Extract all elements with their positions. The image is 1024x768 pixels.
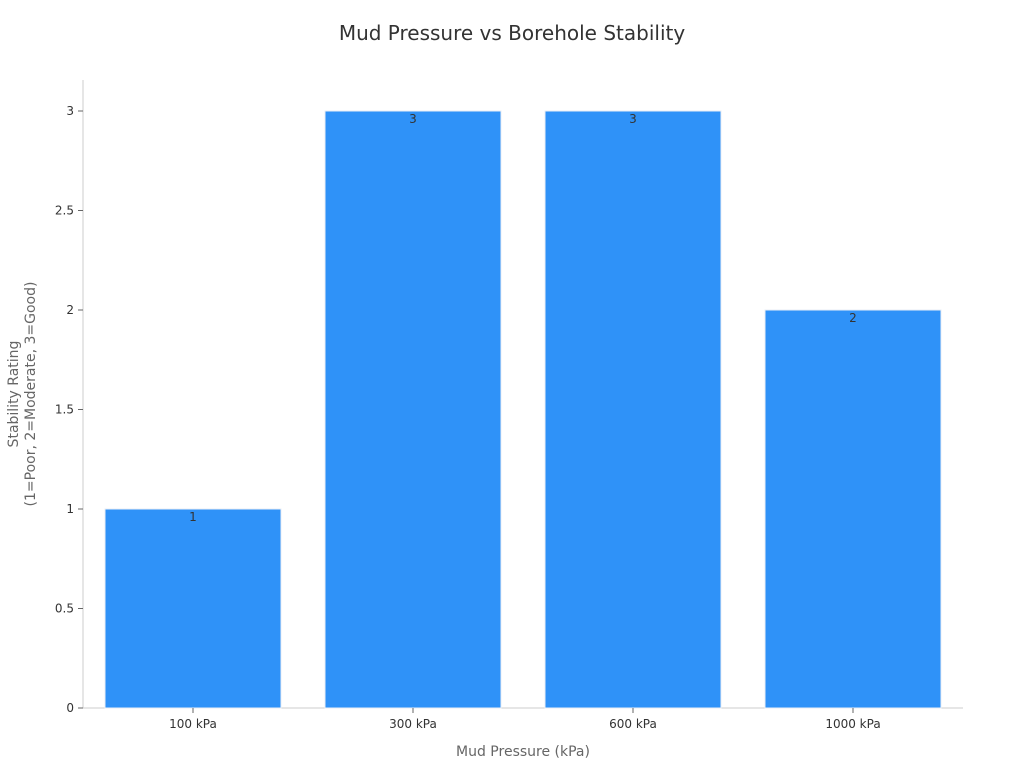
y-axis-title-line-2: (1=Poor, 2=Moderate, 3=Good) [23,282,39,507]
y-tick-label: 1 [66,502,74,516]
bar [104,508,282,709]
x-axis-ticks: 100 kPa 300 kPa 600 kPa 1000 kPa [169,708,881,731]
y-tick-label: 1.5 [55,403,74,417]
bar-value-label: 3 [629,112,637,126]
y-axis-title-line-1: Stability Rating [6,341,22,448]
y-tick-label: 2.5 [55,204,74,218]
bars: 1 3 3 2 [104,110,942,709]
y-axis-title: Stability Rating (1=Poor, 2=Moderate, 3=… [6,282,39,507]
bar [324,110,502,709]
x-tick-label: 600 kPa [609,717,657,731]
y-axis-ticks: 0 0.5 1 1.5 2 2.5 3 [55,104,83,715]
x-tick-label: 100 kPa [169,717,217,731]
bar [544,110,722,709]
x-tick-label: 300 kPa [389,717,437,731]
y-tick-label: 2 [66,303,74,317]
y-tick-label: 0 [66,701,74,715]
bar-value-label: 2 [849,311,857,325]
x-tick-label: 1000 kPa [825,717,880,731]
bar-value-label: 1 [189,510,197,524]
bar [764,309,942,709]
bar-value-label: 3 [409,112,417,126]
x-axis-title: Mud Pressure (kPa) [456,744,590,760]
y-tick-label: 3 [66,104,74,118]
y-tick-label: 0.5 [55,602,74,616]
chart-title: Mud Pressure vs Borehole Stability [339,21,686,45]
